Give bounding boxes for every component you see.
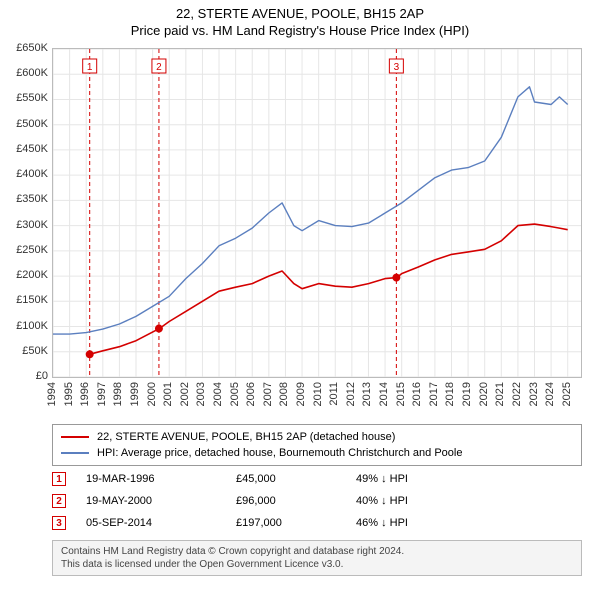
sales-row: 3 05-SEP-2014£197,00046% ↓ HPI [52, 512, 582, 534]
title-sub: Price paid vs. HM Land Registry's House … [0, 23, 600, 38]
footer-line-1: Contains HM Land Registry data © Crown c… [61, 545, 573, 558]
sale-pct-vs-hpi: 40% ↓ HPI [356, 495, 476, 507]
footer-note: Contains HM Land Registry data © Crown c… [52, 540, 582, 576]
x-tick-label: 2007 [262, 382, 274, 406]
x-tick-label: 2002 [179, 382, 191, 406]
y-tick-label: £200K [16, 269, 48, 281]
footer-line-2: This data is licensed under the Open Gov… [61, 558, 573, 571]
sale-date: 05-SEP-2014 [86, 517, 236, 529]
x-tick-label: 2018 [444, 382, 456, 406]
sales-table: 1 19-MAR-1996£45,00049% ↓ HPI 2 19-MAY-2000… [52, 468, 582, 534]
sale-date: 19-MAY-2000 [86, 495, 236, 507]
plot-area: 1 2 3 [52, 48, 582, 378]
x-tick-label: 2013 [361, 382, 373, 406]
x-tick-label: 1996 [79, 382, 91, 406]
sale-pct-vs-hpi: 49% ↓ HPI [356, 473, 476, 485]
x-tick-label: 1997 [96, 382, 108, 406]
x-tick-label: 2014 [378, 382, 390, 406]
series-hpi [53, 87, 568, 334]
x-tick-label: 2022 [511, 382, 523, 406]
sale-marker-icon: 2 [52, 494, 66, 508]
y-tick-label: £400K [16, 168, 48, 180]
sale-price: £96,000 [236, 495, 356, 507]
y-tick-label: £0 [36, 370, 48, 382]
y-tick-label: £550K [16, 92, 48, 104]
x-tick-label: 2009 [295, 382, 307, 406]
legend-swatch-property [61, 436, 89, 438]
x-tick-label: 2021 [494, 382, 506, 406]
x-tick-label: 2011 [328, 382, 340, 406]
x-tick-label: 1998 [112, 382, 124, 406]
x-tick-label: 2006 [245, 382, 257, 406]
y-tick-label: £650K [16, 42, 48, 54]
y-tick-label: £100K [16, 320, 48, 332]
x-tick-label: 2017 [428, 382, 440, 406]
sale-price: £197,000 [236, 517, 356, 529]
svg-text:3: 3 [394, 62, 400, 73]
y-tick-label: £50K [22, 345, 48, 357]
x-tick-label: 2024 [544, 382, 556, 406]
sale-marker-icon: 1 [52, 472, 66, 486]
y-tick-label: £150K [16, 294, 48, 306]
y-tick-label: £300K [16, 219, 48, 231]
x-tick-label: 2001 [162, 382, 174, 406]
x-tick-label: 1994 [46, 382, 58, 406]
x-tick-label: 2023 [528, 382, 540, 406]
sales-row: 1 19-MAR-1996£45,00049% ↓ HPI [52, 468, 582, 490]
sales-row: 2 19-MAY-2000£96,00040% ↓ HPI [52, 490, 582, 512]
x-tick-label: 2025 [561, 382, 573, 406]
sale-price: £45,000 [236, 473, 356, 485]
x-tick-label: 2012 [345, 382, 357, 406]
x-tick-label: 2003 [195, 382, 207, 406]
y-tick-label: £250K [16, 244, 48, 256]
x-tick-label: 2015 [395, 382, 407, 406]
legend-swatch-hpi [61, 452, 89, 454]
x-tick-label: 2004 [212, 382, 224, 406]
title-main: 22, STERTE AVENUE, POOLE, BH15 2AP [0, 6, 600, 21]
legend-row-property: 22, STERTE AVENUE, POOLE, BH15 2AP (deta… [61, 429, 573, 445]
y-tick-label: £450K [16, 143, 48, 155]
sale-marker-icon: 3 [52, 516, 66, 530]
x-tick-label: 2000 [146, 382, 158, 406]
chart-container: 22, STERTE AVENUE, POOLE, BH15 2AP Price… [0, 0, 600, 590]
legend-box: 22, STERTE AVENUE, POOLE, BH15 2AP (deta… [52, 424, 582, 466]
series-property [90, 224, 568, 354]
y-tick-label: £600K [16, 67, 48, 79]
x-tick-label: 2010 [312, 382, 324, 406]
svg-text:1: 1 [87, 62, 93, 73]
sale-date: 19-MAR-1996 [86, 473, 236, 485]
x-tick-label: 2008 [278, 382, 290, 406]
plot-svg: 1 2 3 [53, 49, 581, 377]
title-block: 22, STERTE AVENUE, POOLE, BH15 2AP Price… [0, 0, 600, 38]
y-tick-label: £500K [16, 118, 48, 130]
x-tick-label: 1999 [129, 382, 141, 406]
x-tick-label: 2005 [229, 382, 241, 406]
legend-label-hpi: HPI: Average price, detached house, Bour… [97, 445, 462, 461]
x-tick-label: 2019 [461, 382, 473, 406]
legend-label-property: 22, STERTE AVENUE, POOLE, BH15 2AP (deta… [97, 429, 395, 445]
sale-pct-vs-hpi: 46% ↓ HPI [356, 517, 476, 529]
y-tick-label: £350K [16, 193, 48, 205]
svg-text:2: 2 [156, 62, 162, 73]
x-tick-label: 2016 [411, 382, 423, 406]
legend-row-hpi: HPI: Average price, detached house, Bour… [61, 445, 573, 461]
x-tick-label: 1995 [63, 382, 75, 406]
x-tick-label: 2020 [478, 382, 490, 406]
